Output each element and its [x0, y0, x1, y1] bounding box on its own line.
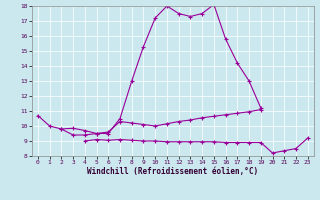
X-axis label: Windchill (Refroidissement éolien,°C): Windchill (Refroidissement éolien,°C)	[87, 167, 258, 176]
